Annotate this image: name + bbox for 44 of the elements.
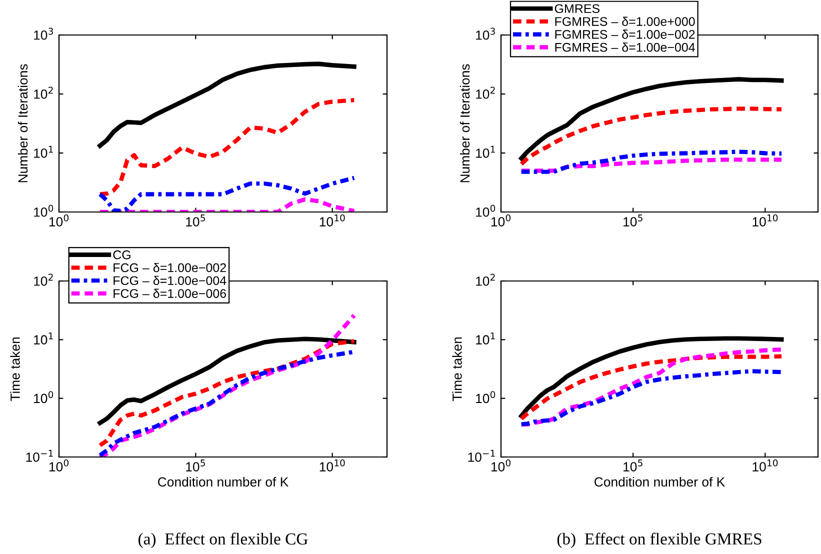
y-axis-title: Number of Iterations [460,64,470,182]
x-tick-label: 10$^{10}$ [320,214,345,226]
legend-label: FGMRES – δ=1.00e+000 [555,16,695,26]
y-tick-label: 10$^{2}$ [34,274,53,286]
legend-label: FCG – δ=1.00e−002 [114,262,226,272]
legend-label: FCG – δ=1.00e−004 [114,276,226,286]
y-tick-label: 10$^{1}$ [476,332,495,344]
x-tick-label: 10$^{0}$ [49,214,69,226]
y-tick-label: 10$^{3}$ [34,28,53,40]
y-tick-label: 10$^{2}$ [476,274,495,286]
y-tick-label: 10$^{0}$ [476,204,496,217]
y-tick-label: 10$^{−1}$ [468,450,495,462]
y-tick-label: 10$^{0}$ [476,391,496,404]
y-tick-label: 10$^{2}$ [476,86,495,99]
legend-label: FGMRES – δ=1.00e−004 [555,42,695,52]
y-tick-label: 10$^{−1}$ [26,450,53,462]
y-tick-label: 10$^{0}$ [34,204,54,217]
x-tick-label: 10$^{5}$ [186,460,205,472]
x-tick-label: 10$^{0}$ [491,459,511,472]
text: (a) Effect on flexible CG [138,532,308,548]
y-tick-label: 10$^{1}$ [476,146,495,158]
x-tick-label: 10$^{5}$ [624,460,642,472]
x-tick-label: 10$^{10}$ [320,459,345,472]
y-tick-label: 10$^{2}$ [34,86,53,99]
x-tick-label: 10$^{0}$ [49,459,69,472]
y-tick-label: 10$^{1}$ [34,146,53,158]
y-tick-label: 10$^{1}$ [34,332,53,344]
y-axis-title: Time taken [452,337,462,402]
legend-label: FGMRES – δ=1.00e−002 [555,30,695,39]
x-tick-label: 10$^{10}$ [752,214,778,226]
y-tick-label: 10$^{3}$ [476,28,495,40]
x-tick-label: 10$^{0}$ [491,214,511,226]
legend-label: GMRES [554,4,600,14]
x-tick-label: 10$^{5}$ [624,214,642,226]
x-tick-label: 10$^{5}$ [186,214,205,226]
x-axis-title: Condition number of K [594,476,725,487]
legend-label: FCG – δ=1.00e−006 [114,288,226,298]
x-axis-title: Condition number of K [158,476,288,487]
text: (b) Effect on flexible GMRES [557,532,762,548]
y-tick-label: 10$^{0}$ [34,391,54,404]
y-axis-title: Time taken [10,337,20,402]
x-tick-label: 10$^{10}$ [752,459,778,472]
legend-label: CG [113,250,130,260]
y-axis-title: Number of Iterations [18,64,28,182]
